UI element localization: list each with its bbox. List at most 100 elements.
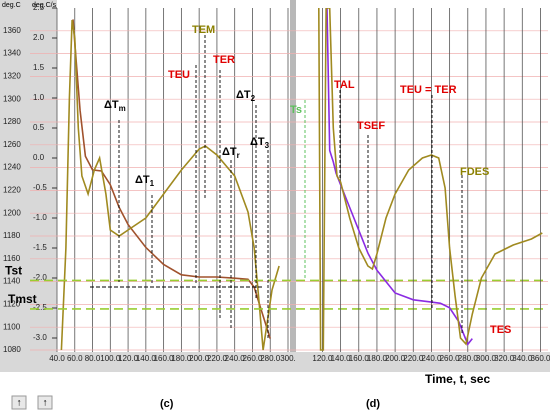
x-tick-label: 340.0 [512, 354, 533, 363]
toolbar-button [37, 395, 53, 410]
panel-label: (c) [160, 398, 174, 410]
plot [60, 19, 280, 351]
x-tick-label: 320.0 [494, 354, 515, 363]
annotation-text: Ts [290, 104, 302, 116]
annotation-text: ΔT [222, 146, 237, 158]
x-tick-label: 160.0 [349, 354, 370, 363]
x-tick-label: 40.0 [49, 354, 65, 363]
y-tick-label: 1220 [3, 186, 21, 195]
y-tick-label: 1140 [3, 277, 21, 286]
reference-label: Tst [5, 264, 22, 278]
annotation-sub: m [119, 104, 126, 113]
y-tick-label: 1300 [3, 94, 21, 103]
toolbar-button [11, 395, 27, 410]
annotation-text: ΔT [104, 99, 119, 111]
annotation: TES [490, 324, 511, 336]
x-tick-label: 280.0 [260, 354, 281, 363]
toolbar-icon: ↑ [17, 398, 22, 409]
x-tick-label: 260.0 [440, 354, 461, 363]
x-tick-label: 260.0 [242, 354, 263, 363]
annotation-text: TES [490, 324, 511, 336]
y2-tick-label: 0.5 [33, 123, 45, 132]
toolbar-icon: ↑ [43, 398, 48, 409]
y-tick-label: 1260 [3, 140, 21, 149]
y2-tick-label: 0.0 [33, 153, 45, 162]
axis-unit: deg.C [2, 2, 21, 9]
annotation-text: TSEF [357, 120, 385, 132]
x-tick-label: 220.0 [403, 354, 424, 363]
annotation: ΔTm [104, 99, 126, 113]
x-tick-label: 360.0 [530, 354, 550, 363]
y2-tick-label: -1.5 [33, 243, 47, 252]
panel-divider [290, 0, 296, 372]
y-tick-label: 1100 [3, 322, 21, 331]
y2-tick-label: 2.0 [33, 33, 45, 42]
y2-tick-label: -2.0 [33, 273, 47, 282]
y2-tick-label: -1.0 [33, 213, 47, 222]
footer [0, 372, 550, 412]
series-line [72, 19, 271, 339]
annotation-text: ΔT [236, 89, 251, 101]
annotation-text: TER [213, 54, 235, 66]
annotation: ΔT3 [250, 136, 270, 150]
y-tick-label: 1080 [3, 345, 21, 354]
x-tick-label: 240.0 [225, 354, 246, 363]
y2-tick-label: -2.5 [33, 303, 47, 312]
y-tick-label: 1280 [3, 117, 21, 126]
annotation: TEU [168, 69, 190, 81]
x-tick-label: 60.0 [67, 354, 83, 363]
y-tick-label: 1200 [3, 208, 21, 217]
x-tick-label: 200.0 [189, 354, 210, 363]
annotation-text: TEU = TER [400, 84, 457, 96]
annotation-sub: 1 [150, 179, 155, 188]
x-tick-label: 240.0 [421, 354, 442, 363]
x-tick-label: 220.0 [207, 354, 228, 363]
x-tick-label: 140.0 [136, 354, 157, 363]
y2-tick-label: 2.5 [33, 3, 45, 12]
annotation: ΔT2 [236, 89, 256, 103]
annotation: ΔTr [222, 146, 240, 160]
y-tick-label: 1360 [3, 26, 21, 35]
annotation-text: ΔT [250, 136, 265, 148]
y2-tick-label: 1.0 [33, 93, 45, 102]
y-tick-label: 1120 [3, 300, 21, 309]
y-tick-label: 1180 [3, 231, 21, 240]
annotation-text: TEM [192, 24, 215, 36]
annotation-sub: r [237, 151, 240, 160]
annotation: TEM [192, 24, 215, 36]
annotation-text: FDES [460, 166, 489, 178]
x-tick-label: 140.0 [331, 354, 352, 363]
annotation: Ts [290, 104, 302, 116]
y-tick-label: 1340 [3, 49, 21, 58]
annotation-sub: 3 [265, 141, 270, 150]
annotation: TSEF [357, 120, 385, 132]
reference-label: Tmst [8, 292, 37, 306]
x-tick-label: 120.0 [312, 354, 333, 363]
series-line [60, 19, 280, 351]
plot [318, 8, 543, 351]
y-tick-label: 1320 [3, 72, 21, 81]
y-tick-label: 1240 [3, 163, 21, 172]
x-tick-label: 120.0 [118, 354, 139, 363]
axis-strip [0, 0, 57, 372]
y-tick-label: 1160 [3, 254, 21, 263]
x-tick-label: 160.0 [154, 354, 175, 363]
annotation: TER [213, 54, 235, 66]
panel-label: (d) [366, 398, 380, 410]
x-tick-label: 100.0 [100, 354, 121, 363]
annotation-text: TAL [334, 79, 355, 91]
annotation: FDES [460, 166, 489, 178]
x-tick-label: 180.0 [171, 354, 192, 363]
axis-unit: deg.C/s [32, 2, 57, 9]
x-tick-label: 180.0 [367, 354, 388, 363]
annotation: ΔT1 [135, 174, 155, 188]
annotation-text: TEU [168, 69, 190, 81]
y2-tick-label: -0.5 [33, 183, 47, 192]
annotation: TAL [334, 79, 355, 91]
x-tick-label: 80.0 [85, 354, 101, 363]
x-tick-label: 300.0 [476, 354, 497, 363]
x-axis-label: Time, t, sec [425, 372, 490, 386]
annotation-sub: 2 [251, 94, 256, 103]
